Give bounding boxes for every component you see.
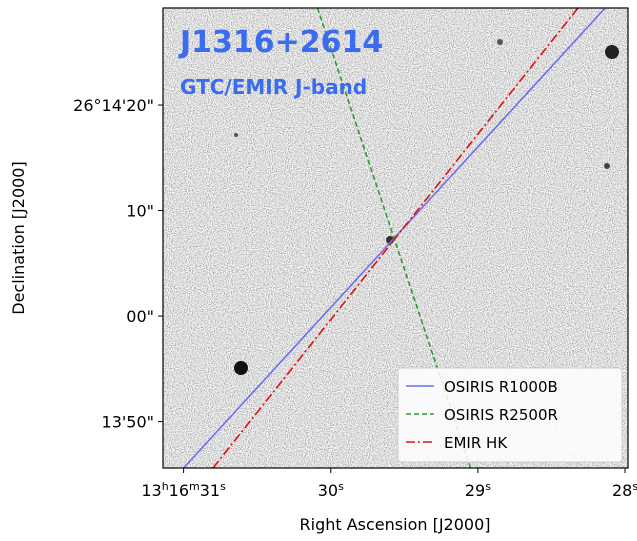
chart-subtitle: GTC/EMIR J-band — [180, 75, 367, 99]
slit-line — [212, 8, 579, 468]
y-axis-label: Declination [J2000] — [9, 161, 28, 314]
legend-box — [397, 367, 623, 463]
plot-frame — [162, 7, 629, 469]
legend-label: OSIRIS R2500R — [444, 406, 558, 424]
x-tick-label: 30s — [318, 480, 344, 500]
legend-label: OSIRIS R1000B — [444, 378, 558, 396]
legend-label: EMIR HK — [444, 434, 508, 452]
x-tick-label: 13h16m31s — [141, 480, 226, 500]
y-tick-label: 26°14'20" — [73, 96, 154, 115]
chart-title: J1316+2614 — [178, 25, 383, 60]
y-tick-label: 10" — [126, 202, 154, 221]
x-axis-label: Right Ascension [J2000] — [300, 515, 491, 534]
y-tick-label: 00" — [126, 307, 154, 326]
y-tick-label: 13'50" — [102, 413, 154, 432]
x-tick-label: 28s — [612, 480, 637, 500]
x-tick-label: 29s — [465, 480, 491, 500]
